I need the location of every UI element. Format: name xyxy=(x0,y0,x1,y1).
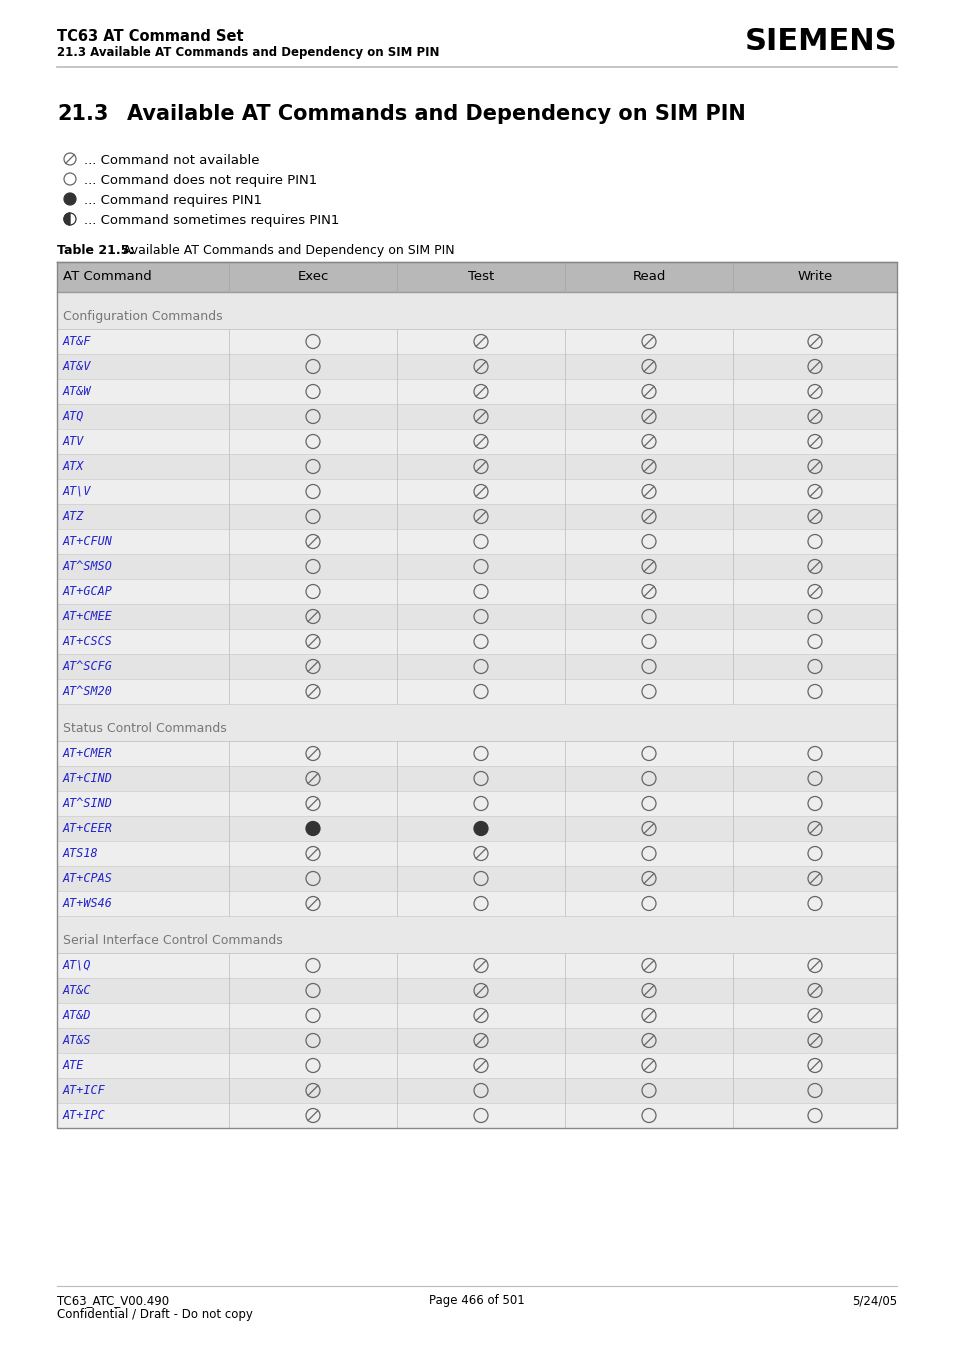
FancyBboxPatch shape xyxy=(57,842,896,866)
Text: ATV: ATV xyxy=(63,435,84,449)
FancyBboxPatch shape xyxy=(57,892,896,916)
Circle shape xyxy=(306,821,319,835)
Text: ... Command does not require PIN1: ... Command does not require PIN1 xyxy=(84,174,317,186)
Wedge shape xyxy=(64,213,70,226)
FancyBboxPatch shape xyxy=(57,1002,896,1028)
Text: ... Command requires PIN1: ... Command requires PIN1 xyxy=(84,195,262,207)
Text: 21.3 Available AT Commands and Dependency on SIM PIN: 21.3 Available AT Commands and Dependenc… xyxy=(57,46,439,59)
FancyBboxPatch shape xyxy=(57,816,896,842)
Text: AT&S: AT&S xyxy=(63,1034,91,1047)
Text: Serial Interface Control Commands: Serial Interface Control Commands xyxy=(63,934,282,947)
Text: AT&W: AT&W xyxy=(63,385,91,399)
Text: AT\Q: AT\Q xyxy=(63,959,91,971)
Text: AT&D: AT&D xyxy=(63,1009,91,1021)
Text: ... Command sometimes requires PIN1: ... Command sometimes requires PIN1 xyxy=(84,213,339,227)
Text: AT&F: AT&F xyxy=(63,335,91,349)
FancyBboxPatch shape xyxy=(57,630,896,654)
FancyBboxPatch shape xyxy=(57,654,896,680)
FancyBboxPatch shape xyxy=(57,952,896,978)
FancyBboxPatch shape xyxy=(57,292,896,304)
FancyBboxPatch shape xyxy=(57,404,896,430)
Text: AT&V: AT&V xyxy=(63,359,91,373)
FancyBboxPatch shape xyxy=(57,916,896,928)
FancyBboxPatch shape xyxy=(57,1028,896,1052)
Text: Table 21.5:: Table 21.5: xyxy=(57,245,134,257)
Text: AT+CEER: AT+CEER xyxy=(63,821,112,835)
FancyBboxPatch shape xyxy=(57,740,896,766)
FancyBboxPatch shape xyxy=(57,716,896,740)
FancyBboxPatch shape xyxy=(57,704,896,716)
FancyBboxPatch shape xyxy=(57,262,896,292)
Circle shape xyxy=(64,193,76,205)
Text: AT+CFUN: AT+CFUN xyxy=(63,535,112,549)
FancyBboxPatch shape xyxy=(57,530,896,554)
FancyBboxPatch shape xyxy=(57,978,896,1002)
Text: TC63_ATC_V00.490: TC63_ATC_V00.490 xyxy=(57,1294,169,1306)
Text: AT+CPAS: AT+CPAS xyxy=(63,871,112,885)
Text: Read: Read xyxy=(632,270,665,284)
Text: Available AT Commands and Dependency on SIM PIN: Available AT Commands and Dependency on … xyxy=(115,245,455,257)
Text: Exec: Exec xyxy=(297,270,329,284)
Text: SIEMENS: SIEMENS xyxy=(743,27,896,55)
FancyBboxPatch shape xyxy=(57,680,896,704)
Text: 5/24/05: 5/24/05 xyxy=(851,1294,896,1306)
Text: AT Command: AT Command xyxy=(63,270,152,284)
Text: AT^SM20: AT^SM20 xyxy=(63,685,112,698)
Text: ATQ: ATQ xyxy=(63,409,84,423)
Text: AT+CMER: AT+CMER xyxy=(63,747,112,761)
Text: 21.3: 21.3 xyxy=(57,104,109,124)
Text: Write: Write xyxy=(797,270,832,284)
FancyBboxPatch shape xyxy=(57,928,896,952)
FancyBboxPatch shape xyxy=(57,454,896,480)
FancyBboxPatch shape xyxy=(57,1078,896,1102)
Text: ATZ: ATZ xyxy=(63,509,84,523)
FancyBboxPatch shape xyxy=(57,554,896,580)
Text: AT+WS46: AT+WS46 xyxy=(63,897,112,911)
Text: TC63 AT Command Set: TC63 AT Command Set xyxy=(57,28,243,45)
FancyBboxPatch shape xyxy=(57,766,896,790)
FancyBboxPatch shape xyxy=(57,504,896,530)
FancyBboxPatch shape xyxy=(57,866,896,892)
Text: AT+CMEE: AT+CMEE xyxy=(63,611,112,623)
Text: AT^SIND: AT^SIND xyxy=(63,797,112,811)
Text: Available AT Commands and Dependency on SIM PIN: Available AT Commands and Dependency on … xyxy=(127,104,745,124)
Text: AT^SMSO: AT^SMSO xyxy=(63,561,112,573)
Text: AT+GCAP: AT+GCAP xyxy=(63,585,112,598)
Text: Test: Test xyxy=(467,270,494,284)
Circle shape xyxy=(474,821,488,835)
FancyBboxPatch shape xyxy=(57,354,896,380)
Text: AT+ICF: AT+ICF xyxy=(63,1084,106,1097)
Text: Configuration Commands: Configuration Commands xyxy=(63,309,222,323)
Text: AT+CIND: AT+CIND xyxy=(63,771,112,785)
Text: ... Command not available: ... Command not available xyxy=(84,154,259,168)
Text: AT\V: AT\V xyxy=(63,485,91,499)
FancyBboxPatch shape xyxy=(57,1052,896,1078)
Text: Page 466 of 501: Page 466 of 501 xyxy=(429,1294,524,1306)
Text: ATE: ATE xyxy=(63,1059,84,1071)
FancyBboxPatch shape xyxy=(57,330,896,354)
Text: ATX: ATX xyxy=(63,459,84,473)
Text: AT^SCFG: AT^SCFG xyxy=(63,661,112,673)
Text: AT+IPC: AT+IPC xyxy=(63,1109,106,1121)
FancyBboxPatch shape xyxy=(57,1102,896,1128)
Text: Status Control Commands: Status Control Commands xyxy=(63,721,227,735)
FancyBboxPatch shape xyxy=(57,480,896,504)
Text: AT&C: AT&C xyxy=(63,984,91,997)
Text: AT+CSCS: AT+CSCS xyxy=(63,635,112,648)
FancyBboxPatch shape xyxy=(57,790,896,816)
FancyBboxPatch shape xyxy=(57,430,896,454)
Text: Confidential / Draft - Do not copy: Confidential / Draft - Do not copy xyxy=(57,1308,253,1321)
FancyBboxPatch shape xyxy=(57,380,896,404)
Text: ATS18: ATS18 xyxy=(63,847,98,861)
FancyBboxPatch shape xyxy=(57,304,896,330)
FancyBboxPatch shape xyxy=(57,580,896,604)
FancyBboxPatch shape xyxy=(57,604,896,630)
